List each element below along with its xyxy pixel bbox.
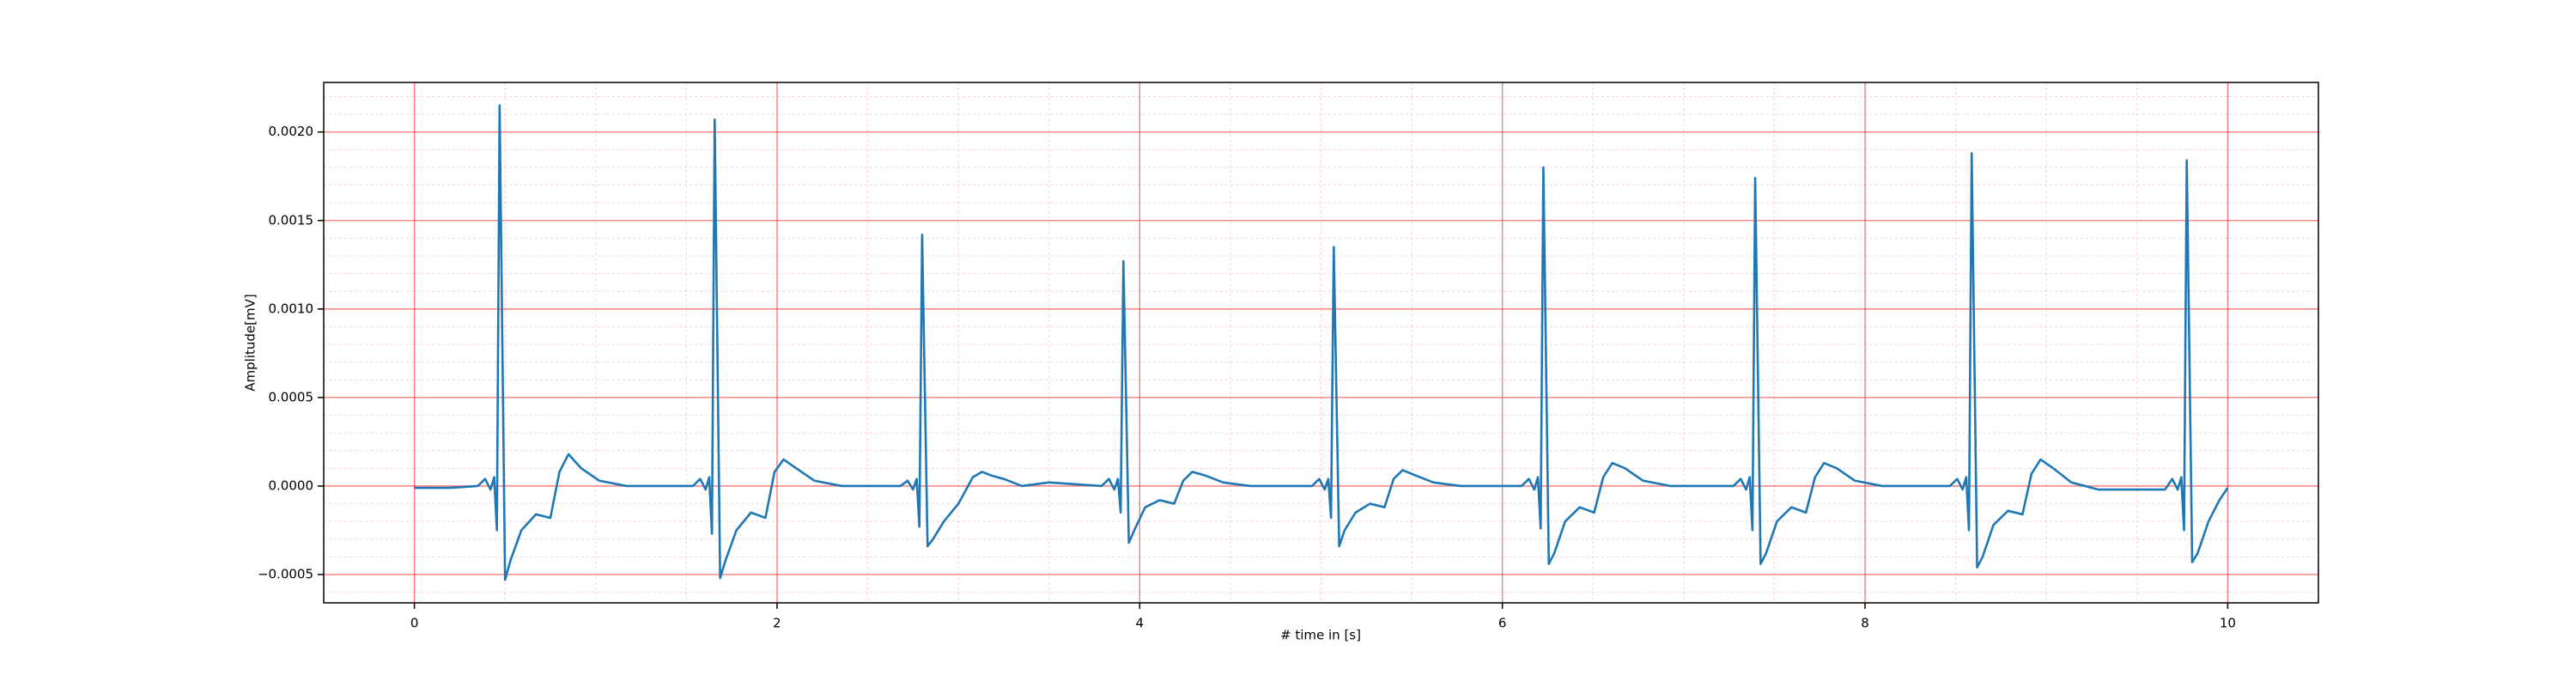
y-tick-label: 0.0020: [269, 124, 314, 139]
x-tick-label: 6: [1498, 616, 1507, 631]
ecg-line: [414, 104, 2229, 581]
x-tick-label: 2: [773, 616, 781, 631]
plot-frame: [323, 82, 2319, 604]
x-tick-label: 0: [410, 616, 419, 631]
x-axis-label: # time in [s]: [1280, 628, 1361, 643]
y-axis-label: Amplitude[mV]: [243, 294, 258, 391]
x-tick-label: 4: [1136, 616, 1145, 631]
y-tick-label: 0.0005: [269, 389, 314, 404]
y-tick-label: −0.0005: [258, 567, 313, 582]
y-tick-label: 0.0010: [269, 301, 314, 316]
x-tick-label: 8: [1861, 616, 1869, 631]
y-tick-label: 0.0000: [269, 477, 314, 493]
y-tick-label: 0.0015: [269, 212, 314, 228]
x-tick-label: 10: [2220, 616, 2236, 631]
